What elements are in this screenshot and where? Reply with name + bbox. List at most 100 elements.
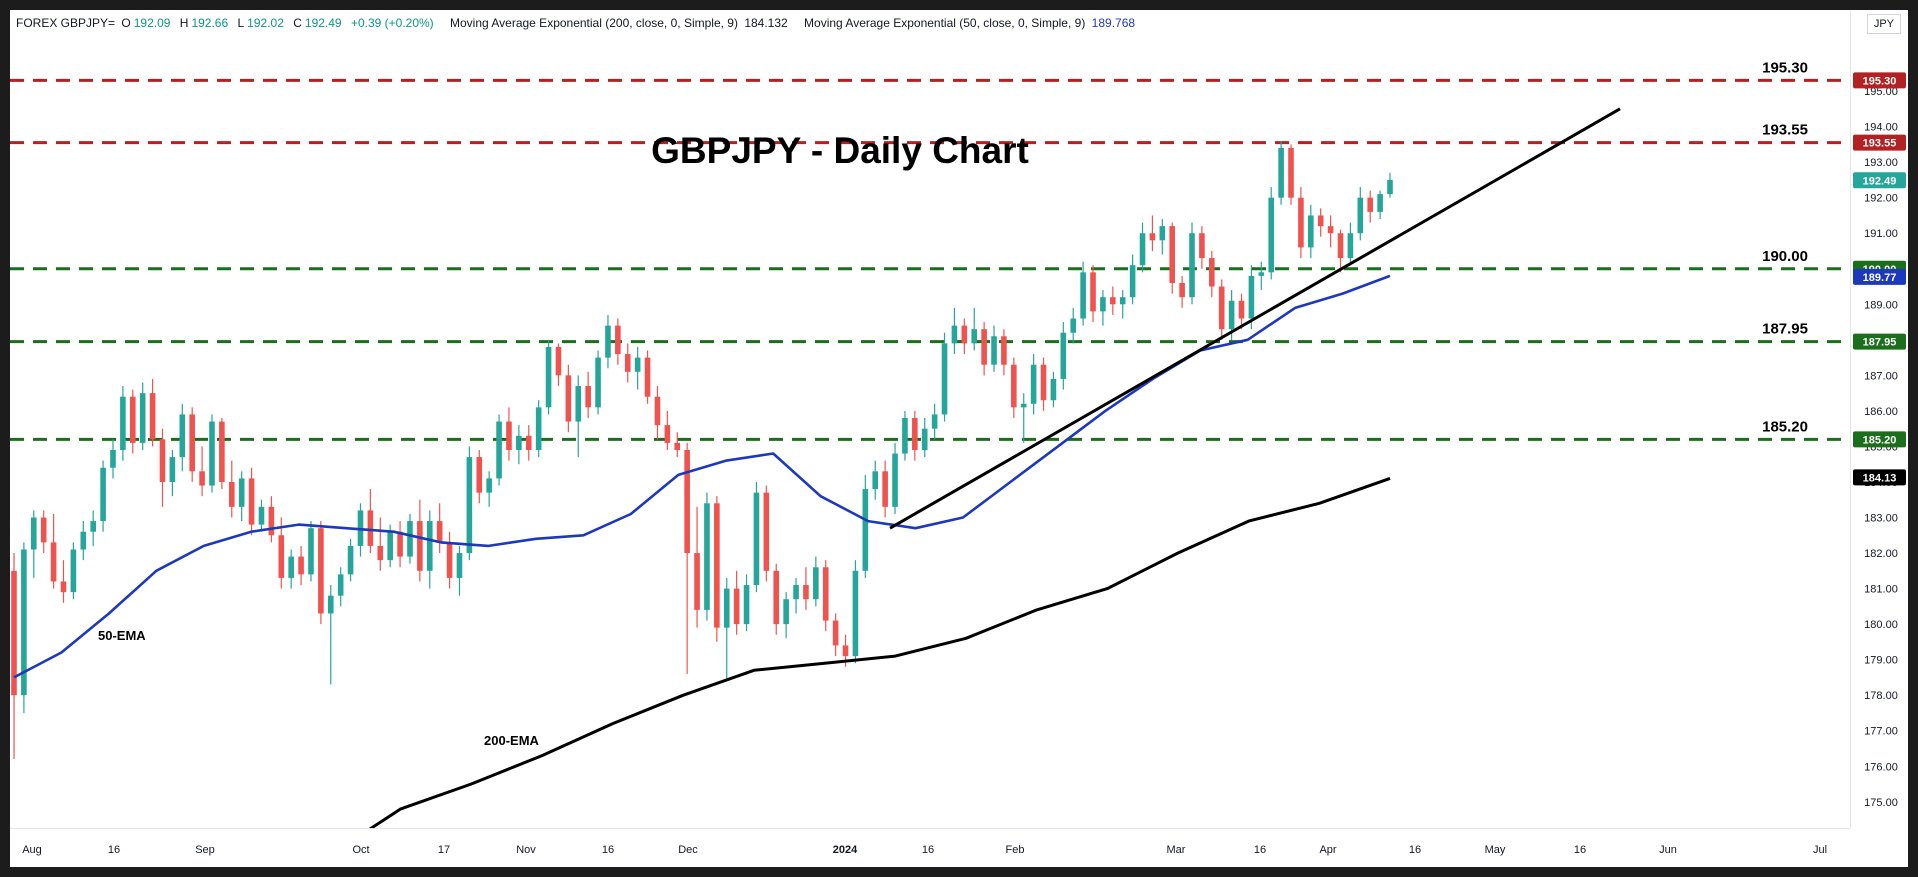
price-badge-bg xyxy=(1853,268,1906,285)
candle-body xyxy=(327,595,334,614)
price-badge-bg xyxy=(1853,72,1906,89)
legend-low: 192.02 xyxy=(247,16,284,30)
candle-body xyxy=(70,549,77,593)
candle-body xyxy=(1060,332,1067,379)
candle-body xyxy=(971,329,978,344)
candle-body xyxy=(615,325,621,355)
candle-body xyxy=(743,585,750,625)
candle-body xyxy=(1278,147,1284,198)
time-tick-Oct: Oct xyxy=(352,844,369,856)
candle-body xyxy=(941,343,948,415)
time-axis[interactable]: Aug 16 Sep Oct 17 Nov 16 Dec 2024 16 Feb Mar 16 Apr 16… xyxy=(10,828,1850,868)
candle-body xyxy=(1189,233,1195,298)
candle-body xyxy=(1218,286,1225,330)
candle-body xyxy=(862,489,869,571)
price-badge-184.13: 184.13 xyxy=(1863,472,1897,484)
candle-body xyxy=(417,521,423,571)
legend-ema50-label: Moving Average Exponential (50, close, 0… xyxy=(804,16,1086,30)
price-tick: 189.00 xyxy=(1864,299,1898,311)
candle-body xyxy=(1357,197,1364,234)
level-label-185.20: 185.20 xyxy=(1762,418,1808,435)
time-tick-16: 16 xyxy=(602,844,614,856)
candle-body xyxy=(822,567,829,621)
candle-body xyxy=(1040,364,1047,401)
price-tick: 175.00 xyxy=(1864,797,1898,809)
price-tick: 187.00 xyxy=(1864,370,1898,382)
candle-body xyxy=(892,453,898,507)
candle-body xyxy=(486,478,492,493)
price-badge-bg xyxy=(1853,469,1906,486)
chart-frame: 50-EMA 200-EMA 195.30 193.55 190.00 187.95 18… xyxy=(10,10,1908,867)
candle-body xyxy=(773,570,780,625)
candle-body xyxy=(278,535,285,578)
annotation-50-ema: 50-EMA xyxy=(98,628,146,643)
price-tick: 176.00 xyxy=(1864,761,1898,773)
currency-button[interactable]: JPY xyxy=(1866,14,1901,34)
candle-body xyxy=(575,386,582,422)
candle-body xyxy=(436,521,443,543)
legend-close-label: C xyxy=(293,16,302,30)
time-tick-16: 16 xyxy=(922,844,934,856)
time-tick-Aug: Aug xyxy=(22,844,42,856)
candle-body xyxy=(110,449,116,468)
candle-body xyxy=(1347,233,1354,259)
candle-body xyxy=(337,574,344,596)
time-tick-16: 16 xyxy=(1574,844,1586,856)
price-tick: 181.00 xyxy=(1864,584,1898,596)
price-chart[interactable]: 50-EMA 200-EMA 195.30 193.55 190.00 187.95 18… xyxy=(10,10,1850,828)
legend-symbol: FOREX GBPJPY= xyxy=(16,16,116,30)
candle-body xyxy=(456,553,463,578)
candle-body xyxy=(634,357,641,372)
candle-body xyxy=(565,375,572,422)
candle-body xyxy=(832,620,839,646)
candle-body xyxy=(1011,364,1017,408)
candle-body xyxy=(684,449,690,554)
legend-ema200-value: 184.132 xyxy=(744,16,788,30)
price-badge-189.77: 189.77 xyxy=(1863,272,1897,284)
candle-body xyxy=(902,418,908,454)
candle-body xyxy=(347,545,354,575)
price-badge-bg xyxy=(1853,172,1906,189)
price-tick: 191.00 xyxy=(1864,228,1898,240)
footer-bar xyxy=(0,867,1918,877)
candle-body xyxy=(159,439,166,482)
price-badge-bg xyxy=(1853,134,1906,151)
time-tick-Nov: Nov xyxy=(516,844,536,856)
candle-body xyxy=(882,471,888,507)
candle-body xyxy=(308,528,314,575)
candle-body xyxy=(268,506,275,536)
price-badge-193.55: 193.55 xyxy=(1863,138,1897,150)
candle-body xyxy=(149,393,156,440)
candle-body xyxy=(525,435,532,450)
candle-body xyxy=(1258,272,1265,276)
level-label-195.30: 195.30 xyxy=(1762,59,1808,76)
candle-body xyxy=(120,396,126,450)
candle-body xyxy=(842,645,849,657)
candle-body xyxy=(169,457,176,482)
candle-body xyxy=(407,521,413,557)
candle-body xyxy=(367,510,374,546)
candle-body xyxy=(476,457,483,493)
candle-body xyxy=(80,531,87,550)
candle-body xyxy=(466,457,473,554)
price-tick: 194.00 xyxy=(1864,122,1898,134)
candle-body xyxy=(624,354,631,372)
candle-body xyxy=(1030,364,1037,404)
candle-body xyxy=(931,414,938,429)
candle-body xyxy=(248,478,255,525)
time-tick-Dec: Dec xyxy=(678,844,698,856)
candle-body xyxy=(803,585,809,600)
candle-body xyxy=(1050,378,1057,401)
legend-open-label: O xyxy=(121,16,131,30)
price-axis[interactable]: 175.00 176.00 177.00 178.00 179.00 180.00 181.… xyxy=(1850,10,1909,828)
candle-body xyxy=(1110,297,1116,305)
candle-body xyxy=(1169,226,1176,283)
candle-body xyxy=(1387,179,1393,195)
candle-body xyxy=(377,545,384,561)
candle-body xyxy=(506,421,512,450)
candle-body xyxy=(912,418,918,450)
price-tick: 179.00 xyxy=(1864,655,1898,667)
candle-body xyxy=(991,336,997,365)
candle-body xyxy=(813,567,819,600)
candle-body xyxy=(872,471,879,490)
